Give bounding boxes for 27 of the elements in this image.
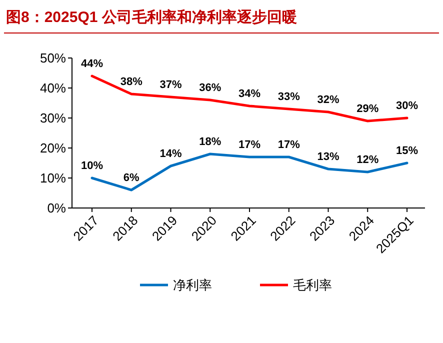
y-tick-label: 30% xyxy=(40,110,66,126)
y-tick-label: 0% xyxy=(47,200,66,216)
data-label: 6% xyxy=(123,172,140,184)
data-label: 14% xyxy=(160,148,182,160)
data-label: 13% xyxy=(317,151,340,163)
data-label: 32% xyxy=(317,94,340,106)
data-label: 18% xyxy=(199,136,222,148)
y-tick-label: 50% xyxy=(40,50,66,66)
data-label: 15% xyxy=(396,145,418,157)
data-label: 12% xyxy=(356,154,379,166)
data-label: 36% xyxy=(199,82,222,94)
data-label: 37% xyxy=(160,79,182,91)
data-label: 34% xyxy=(238,88,261,100)
y-tick-label: 40% xyxy=(40,80,66,96)
legend-label: 毛利率 xyxy=(293,278,332,293)
data-label: 10% xyxy=(80,160,104,172)
data-label: 33% xyxy=(278,91,300,103)
chart-title: 图8：2025Q1 公司毛利率和净利率逐步回暖 xyxy=(6,8,297,26)
data-label: 17% xyxy=(278,139,300,151)
data-label: 29% xyxy=(356,103,379,115)
data-label: 17% xyxy=(238,139,261,151)
data-label: 38% xyxy=(120,76,143,88)
y-tick-label: 10% xyxy=(40,170,66,186)
data-label: 30% xyxy=(396,100,418,112)
y-tick-label: 20% xyxy=(40,140,66,156)
legend-label: 净利率 xyxy=(173,278,212,293)
data-label: 44% xyxy=(80,58,104,70)
